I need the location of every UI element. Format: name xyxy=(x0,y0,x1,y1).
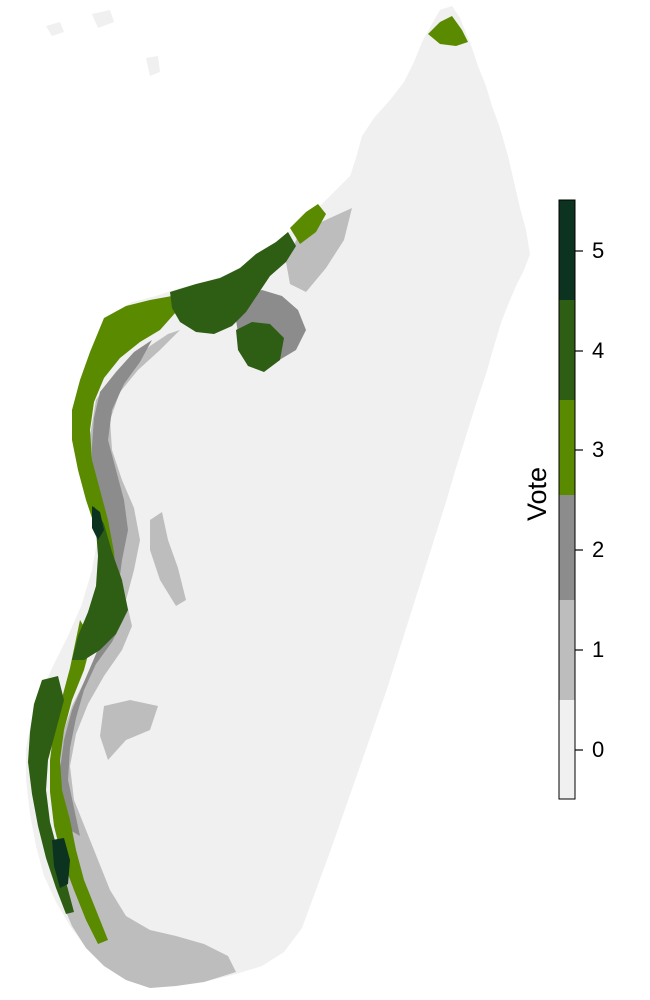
legend-label-1: 1 xyxy=(592,637,605,662)
zone-vote-4-patch xyxy=(236,322,284,372)
legend-swatch-1 xyxy=(559,600,575,700)
zone-vote-1-patch xyxy=(150,512,186,606)
zone-vote-3-north xyxy=(290,204,326,244)
legend-label-2: 2 xyxy=(592,537,605,562)
legend-swatch-3 xyxy=(559,400,575,495)
zone-vote-1-patch xyxy=(100,700,158,760)
zone-vote-4-southwest xyxy=(28,676,74,914)
zone-vote-2 xyxy=(60,340,152,836)
legend-swatch-4 xyxy=(559,300,575,400)
legend-label-4: 4 xyxy=(592,338,605,363)
legend-swatch-5 xyxy=(559,200,575,300)
legend-label-0: 0 xyxy=(592,737,605,762)
zone-vote-4 xyxy=(170,232,296,334)
legend-frame xyxy=(558,199,576,800)
zone-vote-1-patch xyxy=(286,208,352,292)
legend-swatch-0 xyxy=(559,700,575,799)
small-island xyxy=(92,10,114,28)
zone-vote-3-tip xyxy=(428,16,468,46)
legend-label-3: 3 xyxy=(592,437,605,462)
zone-vote-5-south xyxy=(52,838,70,888)
legend-swatch-2 xyxy=(559,495,575,600)
legend-colorbar xyxy=(558,199,583,800)
zone-vote-5 xyxy=(92,506,104,540)
legend-label-5: 5 xyxy=(592,238,605,263)
small-island xyxy=(46,22,64,36)
legend-title: Vote xyxy=(522,466,552,521)
small-island xyxy=(146,56,160,76)
madagascar-landmass xyxy=(26,6,530,988)
zone-vote-4-west xyxy=(72,506,128,660)
